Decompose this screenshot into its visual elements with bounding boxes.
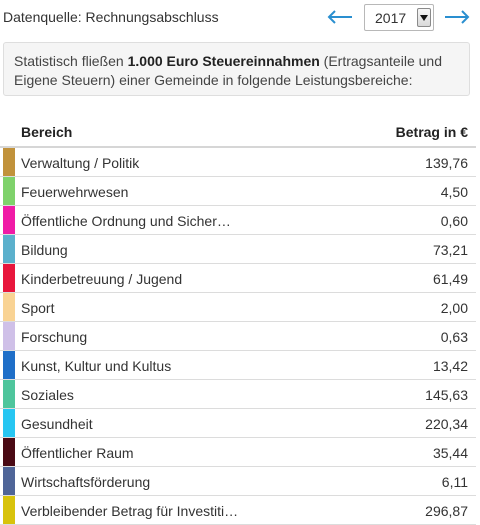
table-row: Feuerwehrwesen 4,50 — [0, 177, 476, 206]
info-text-highlight: 1.000 Euro Steuereinnahmen — [127, 53, 320, 69]
row-label: Verbleibender Betrag für Investiti… — [21, 503, 239, 519]
selected-year: 2017 — [375, 10, 407, 26]
row-amount: 73,21 — [432, 242, 468, 258]
row-label: Verwaltung / Politik — [21, 155, 140, 171]
row-label: Gesundheit — [21, 416, 93, 432]
table-row: Soziales 145,63 — [0, 380, 476, 409]
row-label: Feuerwehrwesen — [21, 184, 129, 200]
row-label: Forschung — [21, 329, 88, 345]
row-amount: 2,00 — [440, 300, 468, 316]
color-swatch — [3, 148, 15, 176]
table-row: Öffentliche Ordnung und Sicher… 0,60 — [0, 206, 476, 235]
row-label: Wirtschaftsförderung — [21, 474, 151, 490]
row-amount: 13,42 — [432, 358, 468, 374]
color-swatch — [3, 409, 15, 437]
color-swatch — [3, 264, 15, 292]
color-swatch — [3, 438, 15, 466]
row-amount: 4,50 — [440, 184, 468, 200]
row-amount: 0,60 — [440, 213, 468, 229]
table-row: Wirtschaftsförderung 6,11 — [0, 467, 476, 496]
table-row: Öffentlicher Raum 35,44 — [0, 438, 476, 467]
row-label: Kinderbetreuung / Jugend — [21, 271, 183, 287]
table-header: Bereich Betrag in € — [0, 118, 476, 148]
color-swatch — [3, 206, 15, 234]
table-row: Gesundheit 220,34 — [0, 409, 476, 438]
color-swatch — [3, 496, 15, 524]
row-amount: 296,87 — [425, 503, 468, 519]
row-amount: 0,63 — [440, 329, 468, 345]
arrow-left-icon — [327, 10, 352, 24]
table-row: Verwaltung / Politik 139,76 — [0, 148, 476, 177]
color-swatch — [3, 467, 15, 495]
previous-year-button[interactable] — [326, 4, 354, 30]
row-label: Soziales — [21, 387, 74, 403]
row-amount: 139,76 — [425, 155, 468, 171]
info-box: Statistisch fließen 1.000 Euro Steuerein… — [3, 42, 470, 96]
column-header-amount: Betrag in € — [395, 124, 468, 140]
table-row: Bildung 73,21 — [0, 235, 476, 264]
year-dropdown-button[interactable] — [417, 8, 431, 27]
row-label: Öffentliche Ordnung und Sicher… — [21, 213, 231, 229]
row-amount: 220,34 — [425, 416, 468, 432]
top-bar: Datenquelle: Rechnungsabschluss 2017 — [0, 0, 480, 36]
info-text-suffix: (Ertragsanteile und Eigene Steuern) eine… — [14, 53, 442, 88]
row-amount: 35,44 — [432, 445, 468, 461]
row-label: Öffentlicher Raum — [21, 445, 134, 461]
row-amount: 145,63 — [425, 387, 468, 403]
color-swatch — [3, 235, 15, 263]
row-label: Kunst, Kultur und Kultus — [21, 358, 172, 374]
arrow-right-icon — [445, 10, 470, 24]
info-text-prefix: Statistisch fließen — [14, 53, 128, 69]
table-row: Verbleibender Betrag für Investiti… 296,8… — [0, 496, 476, 525]
color-swatch — [3, 293, 15, 321]
color-swatch — [3, 322, 15, 350]
color-swatch — [3, 177, 15, 205]
table-row: Kinderbetreuung / Jugend 61,49 — [0, 264, 476, 293]
row-amount: 6,11 — [441, 474, 468, 490]
table-row: Sport 2,00 — [0, 293, 476, 322]
data-source-label: Datenquelle: Rechnungsabschluss — [3, 9, 219, 25]
triangle-down-icon — [420, 14, 428, 21]
table-row: Forschung 0,63 — [0, 322, 476, 351]
column-header-area: Bereich — [21, 124, 73, 140]
color-swatch — [3, 351, 15, 379]
year-select[interactable]: 2017 — [364, 4, 434, 31]
row-label: Bildung — [21, 242, 68, 258]
row-amount: 61,49 — [432, 271, 468, 287]
table-body: Verwaltung / Politik 139,76 Feuerwehrwesen… — [0, 148, 476, 525]
table-row: Kunst, Kultur und Kultus 13,42 — [0, 351, 476, 380]
row-label: Sport — [21, 300, 55, 316]
next-year-button[interactable] — [443, 4, 471, 30]
color-swatch — [3, 380, 15, 408]
allocation-table: Bereich Betrag in € Verwaltung / Politik… — [0, 118, 476, 525]
